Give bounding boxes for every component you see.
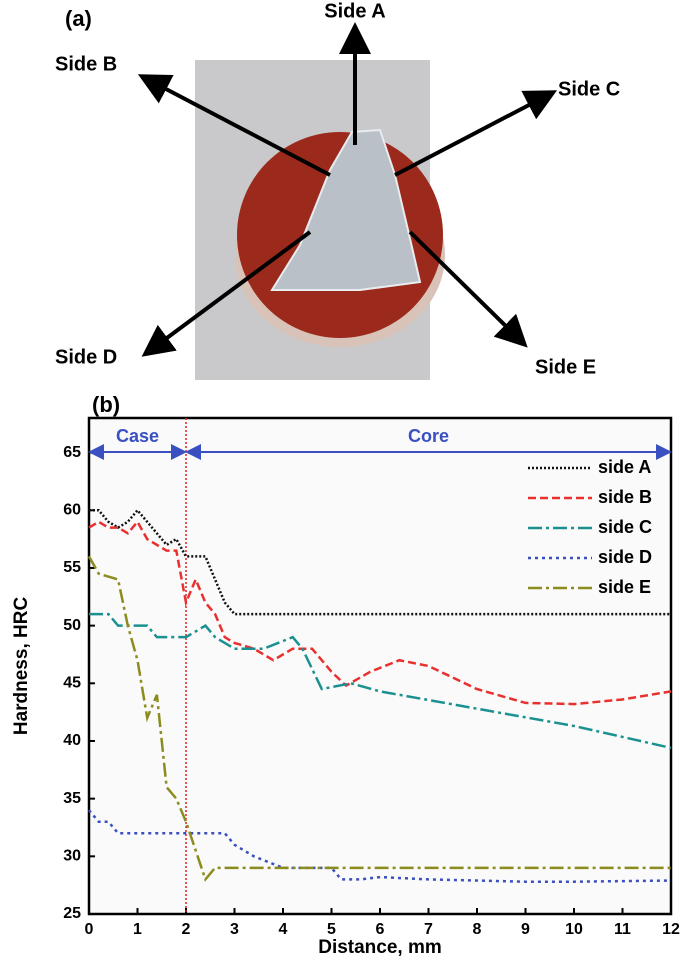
x-tick-label: 9 <box>521 921 530 938</box>
x-tick-label: 11 <box>614 921 631 938</box>
y-tick-label: 50 <box>63 617 81 634</box>
x-tick-label: 6 <box>376 921 385 938</box>
series-line <box>88 809 672 883</box>
series-line <box>87 555 671 882</box>
y-tick-label: 65 <box>63 444 81 461</box>
annotation: Core <box>408 426 449 446</box>
x-tick-label: 7 <box>424 921 433 938</box>
y-tick-label: 25 <box>63 905 81 922</box>
panel-label: (a) <box>65 6 92 31</box>
x-tick-label: 8 <box>473 921 482 938</box>
y-axis-title: Hardness, HRC <box>11 597 32 736</box>
x-tick-label: 3 <box>230 921 239 938</box>
chart: 0 1 2 3 4 5 6 7 8 9 10 11 12253035404550556065Distan… <box>11 416 680 958</box>
y-tick-label: 40 <box>63 732 81 749</box>
x-tick-label: 2 <box>182 921 191 938</box>
annotation: Case <box>116 426 159 446</box>
side-label: Side A <box>324 0 386 22</box>
side-label: Side C <box>558 78 620 100</box>
legend-label: side C <box>598 517 652 537</box>
legend-label: side D <box>598 547 652 567</box>
series-line <box>89 612 672 750</box>
legend-label: side A <box>598 457 651 477</box>
side-label: Side D <box>55 346 117 368</box>
x-tick-label: 5 <box>327 921 336 938</box>
y-tick-label: 60 <box>63 501 81 518</box>
legend-label: side E <box>598 577 651 597</box>
photo <box>195 60 445 380</box>
legend-label: side B <box>598 487 652 507</box>
y-tick-label: 30 <box>63 848 81 865</box>
x-tick-label: 1 <box>133 921 142 938</box>
series-line <box>89 508 671 616</box>
x-tick-label: 4 <box>279 921 288 938</box>
plot-area <box>87 416 673 916</box>
x-axis-title: Distance, mm <box>318 937 442 958</box>
x-tick-label: 12 <box>662 921 680 938</box>
y-tick-label: 35 <box>63 790 81 807</box>
x-tick-label: 0 <box>85 921 94 938</box>
side-label: Side E <box>535 356 596 378</box>
y-tick-label: 45 <box>63 675 81 692</box>
arrows <box>137 22 558 357</box>
panel-label: (b) <box>92 392 120 417</box>
x-tick-label: 10 <box>565 921 583 938</box>
y-tick-label: 55 <box>63 559 81 576</box>
side-label: Side B <box>55 53 117 75</box>
series-line <box>88 519 672 706</box>
